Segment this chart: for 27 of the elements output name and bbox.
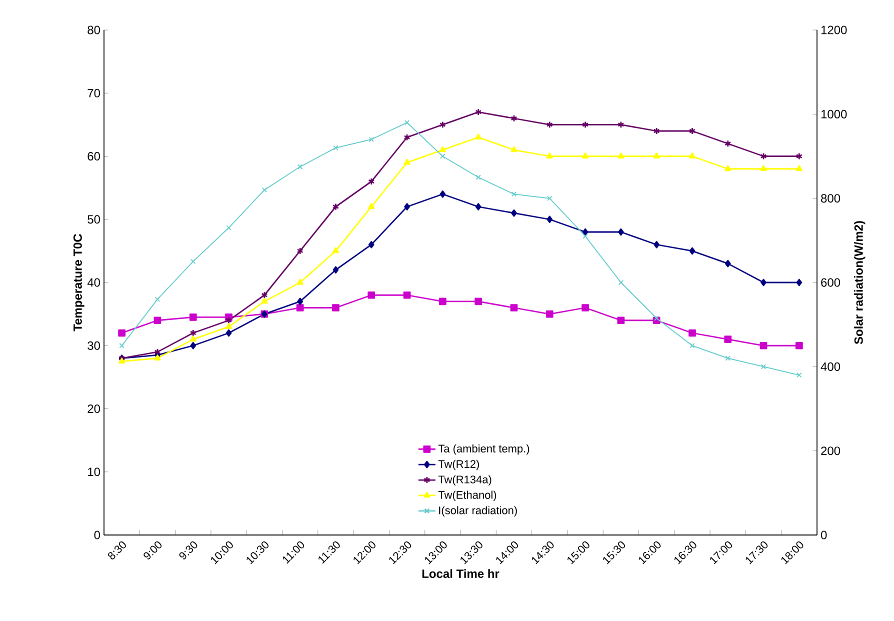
y-tick-label: 70 — [88, 88, 100, 98]
y-tick-label: 20 — [88, 404, 100, 414]
y-axis-title: Temperature T0C — [73, 234, 84, 332]
y-tick-label: 30 — [88, 341, 100, 350]
y2-axis-title: Solar radiation(W/m2) — [854, 221, 866, 344]
x-tick-label: 8:30 — [108, 541, 126, 560]
legend-label: Tw(Ethanol) — [438, 490, 496, 501]
legend-label: I(solar radiation) — [439, 506, 517, 516]
y-tick-label: 0 — [94, 530, 100, 540]
legend-label: Ta (ambient temp.) — [438, 444, 530, 455]
y2-tick-label: 1000 — [821, 110, 847, 118]
y-tick-label: 60 — [88, 152, 100, 161]
x-tick-label: 9:30 — [179, 541, 198, 560]
y2-tick-label: 800 — [821, 194, 840, 203]
y2-tick-label: 400 — [820, 362, 840, 371]
x-axis-title: Local Time hr — [422, 569, 500, 578]
y2-tick-label: 600 — [821, 278, 840, 287]
y-tick-label: 10 — [88, 468, 100, 476]
legend-label: Tw(R134a) — [438, 475, 492, 486]
y2-tick-label: 1200 — [821, 26, 847, 34]
y-tick-label: 50 — [88, 215, 100, 224]
y2-tick-label: 200 — [821, 446, 840, 456]
legend-label: Tw(R12) — [438, 460, 479, 470]
y2-tick-label: 0 — [820, 530, 827, 540]
y-tick-label: 40 — [87, 278, 100, 287]
y-tick-label: 80 — [88, 26, 100, 34]
x-tick-label: 9:00 — [144, 541, 162, 560]
